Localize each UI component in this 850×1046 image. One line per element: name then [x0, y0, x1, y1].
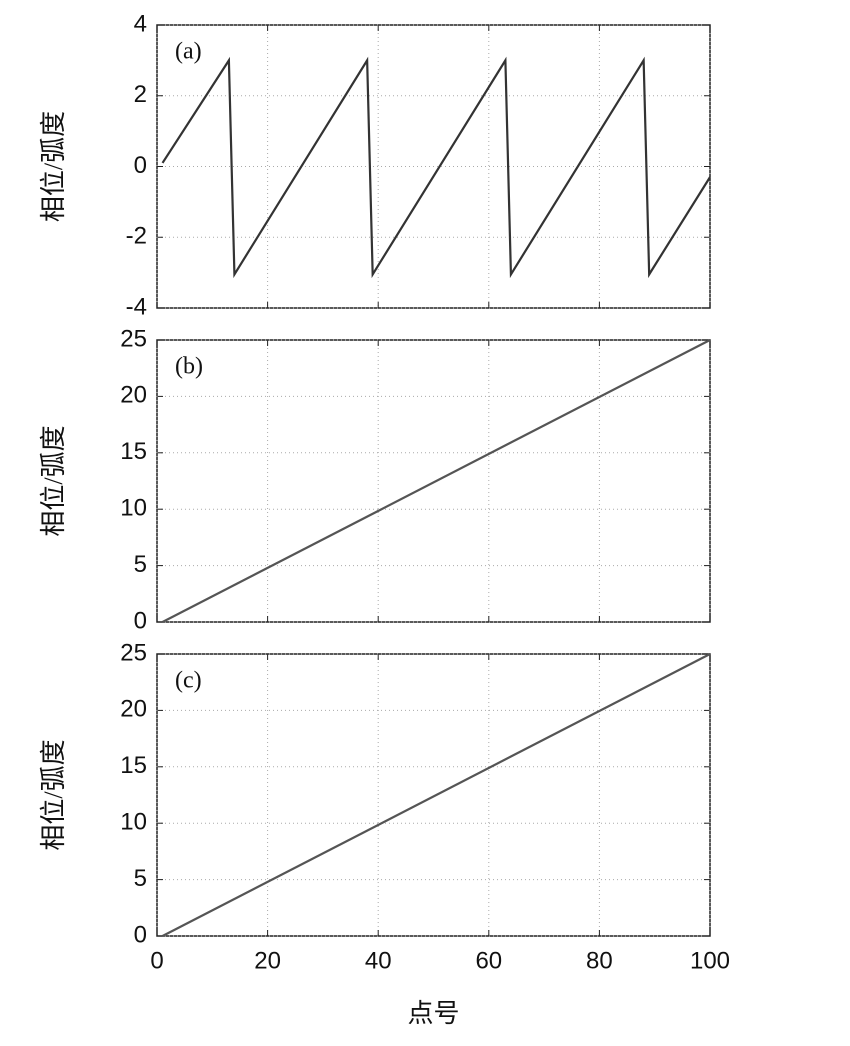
y-tick-label: 5: [134, 551, 147, 578]
y-tick-label: 10: [120, 809, 147, 836]
data-line: [162, 339, 711, 623]
y-tick-label: 0: [134, 152, 147, 179]
y-tick-label: 15: [120, 438, 147, 465]
y-axis-label: 相位/弧度: [39, 425, 68, 536]
y-tick-label: 4: [134, 10, 147, 37]
y-tick-label: 20: [120, 696, 147, 723]
y-tick-label: -2: [126, 223, 147, 250]
y-tick-label: -4: [126, 293, 147, 320]
x-tick-label: 100: [690, 947, 730, 974]
y-tick-label: 10: [120, 495, 147, 522]
y-tick-label: 20: [120, 382, 147, 409]
x-tick-label: 60: [475, 947, 502, 974]
y-tick-label: 2: [134, 81, 147, 108]
x-axis-label: 点号: [407, 999, 459, 1028]
y-axis-label: 相位/弧度: [39, 739, 68, 850]
y-tick-label: 0: [134, 921, 147, 948]
panel-label: (a): [175, 39, 202, 65]
y-tick-label: 25: [120, 639, 147, 666]
y-tick-label: 0: [134, 607, 147, 634]
x-tick-label: 80: [586, 947, 613, 974]
y-tick-label: 15: [120, 752, 147, 779]
x-tick-label: 20: [254, 947, 281, 974]
panel-label: (c): [175, 668, 202, 694]
x-tick-label: 0: [150, 947, 163, 974]
y-tick-label: 25: [120, 325, 147, 352]
y-axis-label: 相位/弧度: [39, 111, 68, 222]
data-line: [162, 653, 711, 937]
y-tick-label: 5: [134, 865, 147, 892]
data-line: [161, 56, 711, 279]
panel-label: (b): [175, 354, 203, 380]
x-tick-label: 40: [365, 947, 392, 974]
